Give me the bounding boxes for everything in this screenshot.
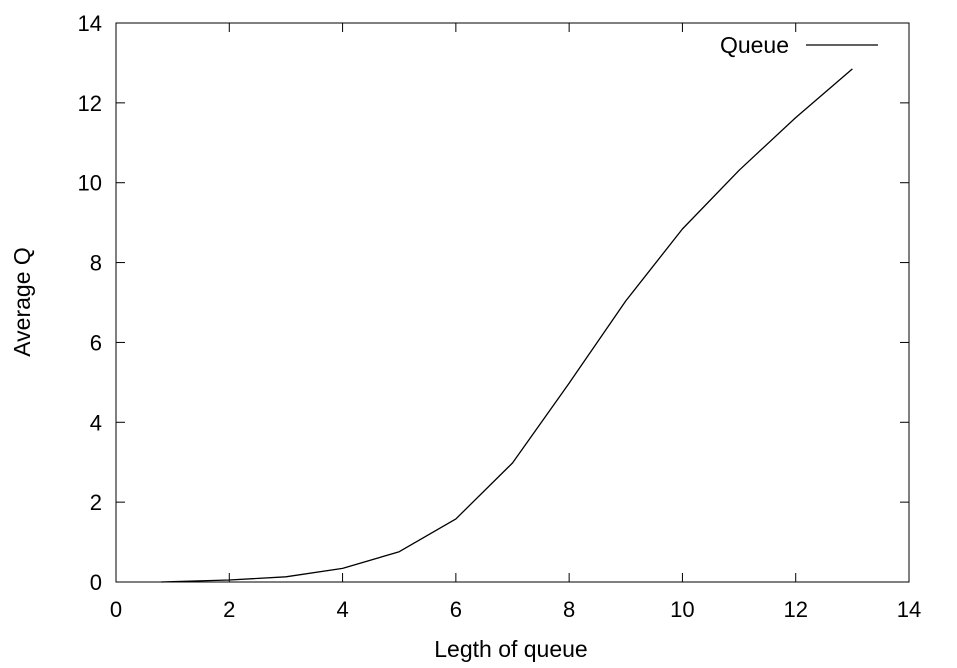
y-tick-label: 4: [90, 410, 102, 435]
x-tick-label: 2: [223, 597, 235, 622]
y-tick-label: 14: [78, 11, 102, 36]
y-tick-labels: 0 2 4 6 8 10 12 14: [78, 11, 102, 595]
x-tick-label: 6: [450, 597, 462, 622]
x-tick-label: 0: [110, 597, 122, 622]
series-line: [161, 68, 853, 583]
plot-frame: [115, 22, 910, 583]
y-axis-label: Average Q: [9, 247, 35, 357]
x-tick-label: 4: [336, 597, 348, 622]
y-tick-label: 8: [90, 251, 102, 276]
x-axis-label: Legth of queue: [434, 636, 587, 662]
y-tick-label: 0: [90, 570, 102, 595]
series-lines: [161, 68, 853, 583]
y-tick-marks: [116, 22, 909, 583]
y-tick-label: 10: [78, 171, 102, 196]
legend-label: Queue: [720, 32, 789, 58]
x-tick-labels: 0 2 4 6 8 10 12 14: [110, 597, 921, 622]
x-tick-label: 14: [897, 597, 921, 622]
x-tick-label: 8: [563, 597, 575, 622]
y-tick-label: 2: [90, 490, 102, 515]
y-tick-label: 6: [90, 330, 102, 355]
legend: Queue: [720, 32, 878, 58]
y-tick-label: 12: [78, 91, 102, 116]
x-tick-label: 12: [783, 597, 807, 622]
x-tick-label: 10: [670, 597, 694, 622]
